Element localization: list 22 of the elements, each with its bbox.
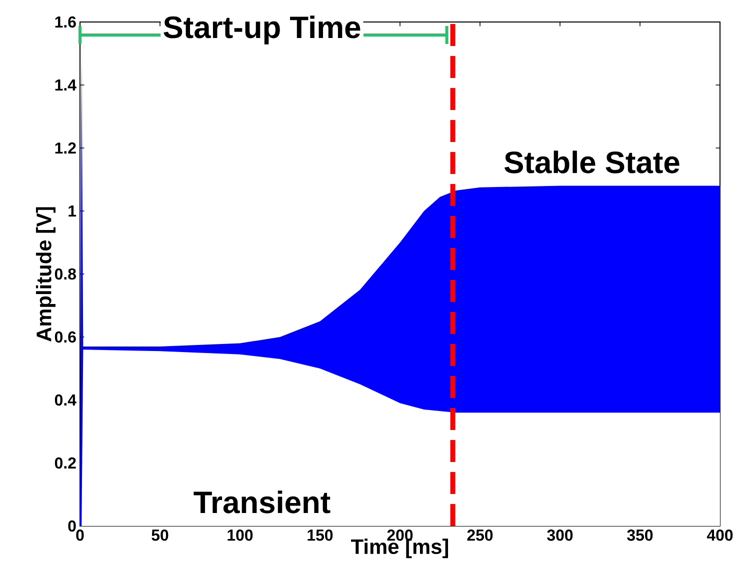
annotation: Stable State bbox=[504, 150, 680, 174]
y-tick-label: 1 bbox=[68, 206, 76, 216]
y-tick-label: 1.4 bbox=[55, 80, 76, 90]
x-tick-label: 150 bbox=[308, 530, 333, 541]
y-tick-label: 0.8 bbox=[54, 268, 76, 280]
x-tick-label: 50 bbox=[152, 530, 168, 541]
y-tick-label: 0.2 bbox=[54, 457, 76, 469]
y-tick-label: 0.4 bbox=[54, 394, 76, 406]
annotation: Transient bbox=[194, 490, 330, 514]
y-tick-label: 0.6 bbox=[54, 331, 76, 343]
x-tick-label: 350 bbox=[627, 530, 653, 541]
y-tick-label: 1.6 bbox=[55, 16, 76, 28]
x-tick-label: 0 bbox=[76, 530, 84, 541]
y-tick-label: 1.2 bbox=[55, 142, 76, 154]
x-tick-label: 200 bbox=[387, 530, 413, 541]
y-tick-label: 0 bbox=[68, 520, 76, 532]
y-axis-title: Amplitude [V] bbox=[36, 207, 56, 342]
annotation: Start-up Time bbox=[164, 16, 360, 44]
x-tick-label: 100 bbox=[228, 530, 253, 541]
x-tick-label: 250 bbox=[467, 530, 493, 541]
x-tick-label: 300 bbox=[547, 530, 573, 541]
x-tick-label: 400 bbox=[706, 530, 733, 541]
